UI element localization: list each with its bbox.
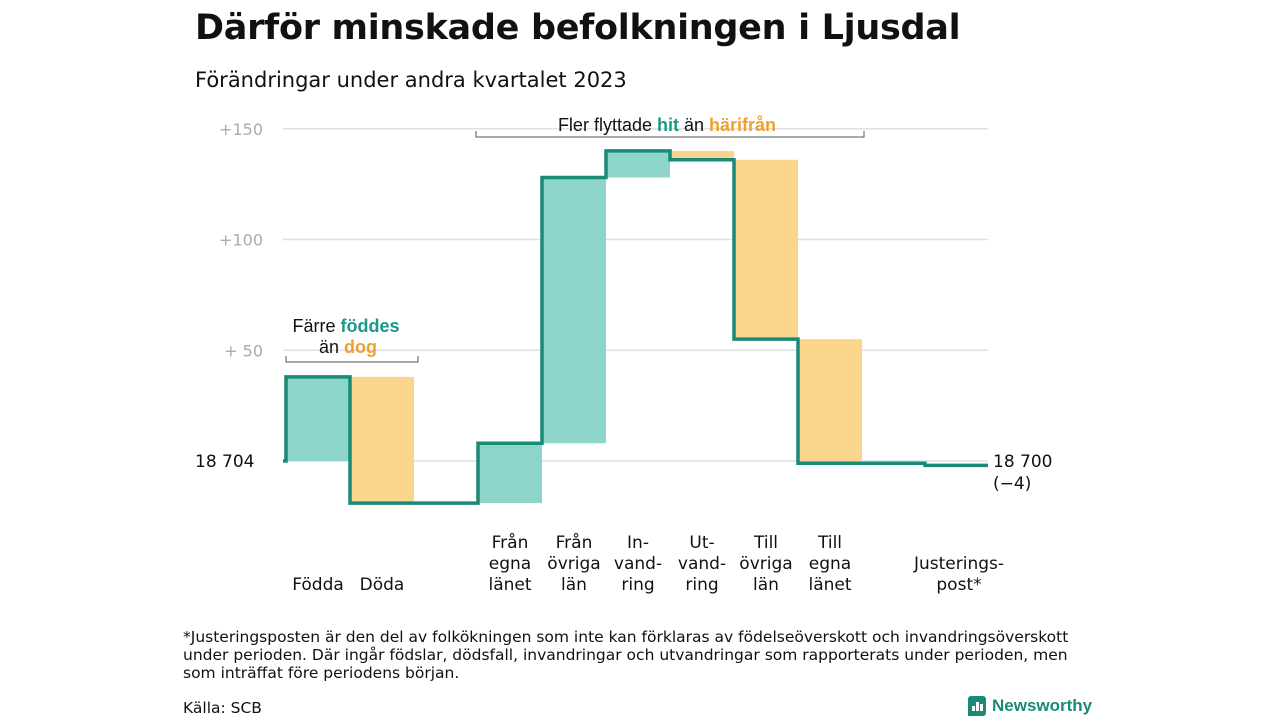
end-value-label: 18 700 <box>993 452 1052 472</box>
newsworthy-logo-icon <box>968 696 986 716</box>
bar-frånövrigalän <box>542 177 606 444</box>
step-line <box>283 149 988 505</box>
brand-name: Newsworthy <box>992 696 1093 715</box>
start-value-label: 18 704 <box>195 452 254 472</box>
bar-tillegnalänet <box>798 339 862 464</box>
x-tick-label: länet <box>808 575 851 595</box>
annotation-births-deaths-line2: än dog <box>319 337 377 357</box>
bars <box>286 150 862 504</box>
bar-tillövrigalän <box>734 159 798 340</box>
chart-subtitle: Förändringar under andra kvartalet 2023 <box>195 68 627 92</box>
x-tick-label: vand- <box>678 554 726 574</box>
y-tick-label: + 50 <box>224 341 263 360</box>
bar-utvandring <box>670 150 734 160</box>
x-tick-labels: Födda DödaFrånegnalänetFrånövrigalänIn-va… <box>292 532 1004 595</box>
x-tick-label: ring <box>685 575 718 595</box>
chart-title: Därför minskade befolkningen i Ljusdal <box>195 8 961 48</box>
x-tick-label: egna <box>489 554 531 574</box>
x-tick-label: vand- <box>614 554 662 574</box>
annotation-births-deaths-line1: Färre föddes <box>292 316 399 336</box>
end-change-label: (−4) <box>993 474 1031 494</box>
y-tick-labels: +150 +100 + 50 <box>219 120 263 361</box>
bar-födda <box>286 376 350 461</box>
x-tick-label: län <box>561 575 587 595</box>
x-tick-label: Födda <box>292 575 344 595</box>
x-tick-label: Till <box>817 533 842 553</box>
x-tick-label: post* <box>936 575 981 595</box>
x-tick-label: län <box>753 575 779 595</box>
x-tick-label: Ut- <box>689 533 714 553</box>
x-tick-label: övriga <box>739 554 792 574</box>
x-tick-label: ring <box>621 575 654 595</box>
bar-invandring <box>606 150 670 178</box>
x-tick-label: Justerings- <box>913 554 1004 574</box>
annotation-migration: Fler flyttade hit än härifrån <box>558 115 776 135</box>
x-tick-label: Till <box>753 533 778 553</box>
x-tick-label: Från <box>492 532 529 553</box>
y-tick-label: +100 <box>219 231 263 250</box>
bar-frånegnalänet <box>478 443 542 504</box>
population-step-line <box>283 149 988 505</box>
source-note: Källa: SCB <box>183 699 262 717</box>
bracket-migration <box>475 131 865 138</box>
x-tick-label: In- <box>627 533 649 553</box>
brand-logo: Newsworthy <box>968 696 1092 716</box>
x-tick-label: länet <box>488 575 531 595</box>
x-tick-label: Från <box>556 532 593 553</box>
value-labels: 18 704 18 700(−4) <box>195 452 1052 494</box>
x-tick-label: Döda <box>360 575 405 595</box>
y-tick-label: +150 <box>219 120 263 139</box>
x-tick-label: övriga <box>547 554 600 574</box>
bracket-births-deaths <box>285 356 419 363</box>
x-tick-label: egna <box>809 554 851 574</box>
footnote: *Justeringsposten är den del av folkökni… <box>183 628 1069 682</box>
bar-döda <box>350 376 414 504</box>
